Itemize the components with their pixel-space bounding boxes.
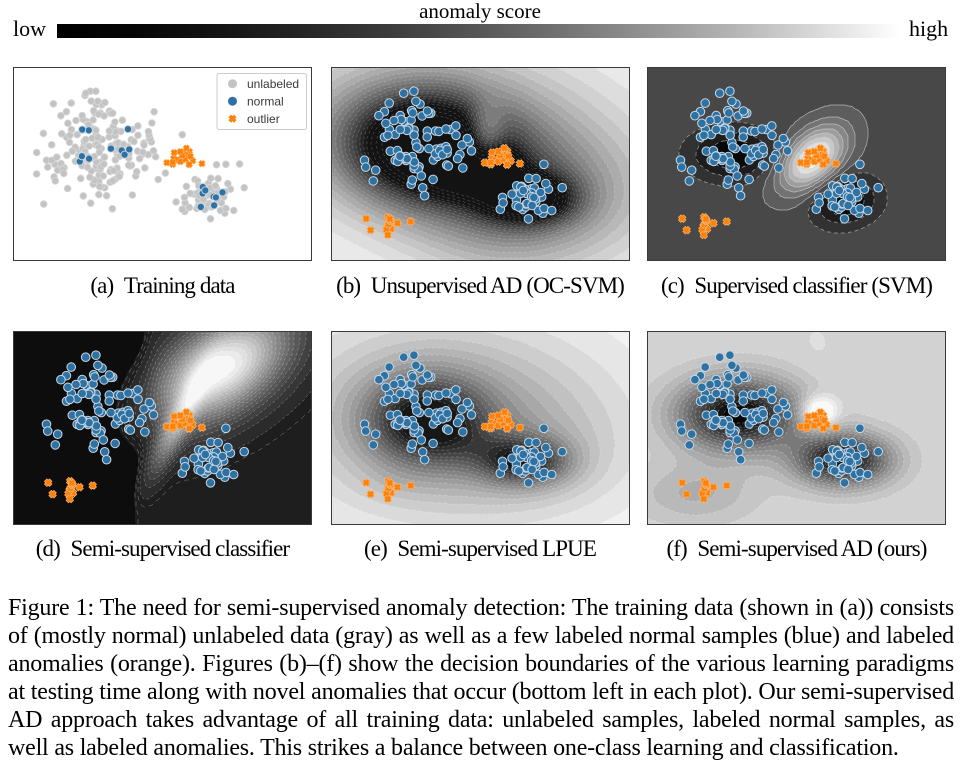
- svg-text:outlier: outlier: [247, 112, 280, 126]
- svg-text:normal: normal: [247, 94, 284, 108]
- svg-text:unlabeled: unlabeled: [247, 77, 299, 91]
